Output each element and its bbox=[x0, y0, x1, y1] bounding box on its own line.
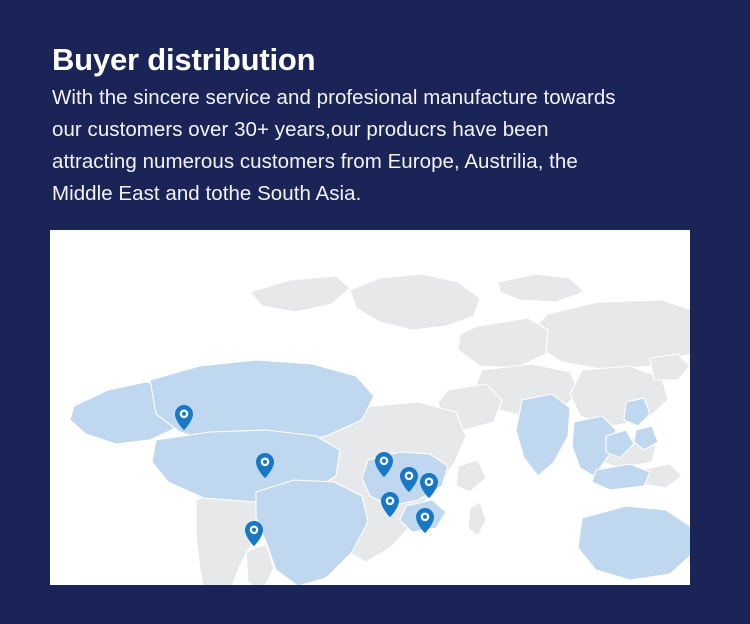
map-marker-canada[interactable] bbox=[256, 453, 274, 478]
map-marker-italy[interactable] bbox=[416, 508, 434, 533]
world-map-card bbox=[50, 230, 690, 585]
description-line-4: Middle East and tothe South Asia. bbox=[52, 182, 362, 205]
section-description: With the sincere service and profesional… bbox=[52, 82, 742, 210]
map-marker-uk[interactable] bbox=[375, 452, 393, 477]
description-line-2: our customers over 30+ years,our producr… bbox=[52, 118, 549, 141]
map-marker-alaska[interactable] bbox=[175, 405, 193, 430]
map-marker-denmark[interactable] bbox=[400, 467, 418, 492]
map-marker-germany[interactable] bbox=[420, 473, 438, 498]
description-line-1: With the sincere service and profesional… bbox=[52, 86, 616, 109]
description-line-3: attracting numerous customers from Europ… bbox=[52, 150, 578, 173]
world-map-canvas bbox=[50, 230, 690, 585]
page-title: Buyer distribution bbox=[52, 41, 316, 77]
map-marker-france[interactable] bbox=[381, 492, 399, 517]
map-marker-layer bbox=[50, 230, 690, 585]
world-map-graphic bbox=[69, 273, 690, 585]
map-marker-usa[interactable] bbox=[245, 521, 263, 546]
